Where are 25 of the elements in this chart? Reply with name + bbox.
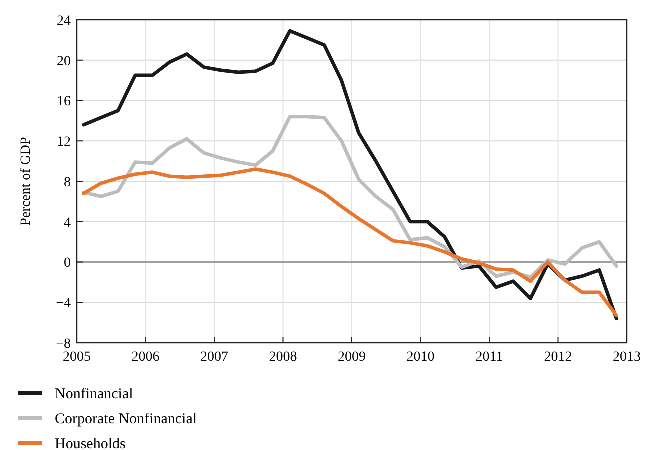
legend-label: Corporate Nonfinancial bbox=[55, 411, 198, 428]
y-tick-label: 0 bbox=[64, 256, 71, 272]
legend-label: Households bbox=[55, 436, 126, 450]
y-tick-label: 4 bbox=[64, 216, 71, 231]
y-tick-label: 8 bbox=[64, 175, 71, 190]
x-tick-label: 2011 bbox=[476, 350, 504, 365]
line-series bbox=[82, 115, 618, 280]
y-axis-title: Percent of GDP bbox=[19, 136, 34, 226]
legend-label: Nonfinancial bbox=[55, 386, 134, 402]
x-tick-label: 2012 bbox=[544, 350, 572, 365]
y-tick-label: 12 bbox=[57, 135, 71, 150]
line-series bbox=[82, 168, 618, 318]
x-tick-label: 2007 bbox=[200, 350, 228, 365]
x-tick-label: 2006 bbox=[132, 350, 160, 365]
y-tick-label: 16 bbox=[57, 94, 71, 110]
x-tick-label: 2009 bbox=[338, 350, 366, 365]
x-tick-label: 2008 bbox=[269, 350, 298, 365]
x-tick-label: 2005 bbox=[63, 350, 91, 365]
y-tick-label: 20 bbox=[57, 54, 71, 70]
x-tick-label: 2010 bbox=[406, 350, 435, 365]
x-tick-label: 2013 bbox=[613, 350, 641, 365]
y-tick-label: −4 bbox=[56, 296, 71, 312]
line-series bbox=[82, 29, 618, 321]
y-tick-label: −8 bbox=[56, 336, 71, 352]
y-tick-label: 24 bbox=[57, 14, 71, 29]
